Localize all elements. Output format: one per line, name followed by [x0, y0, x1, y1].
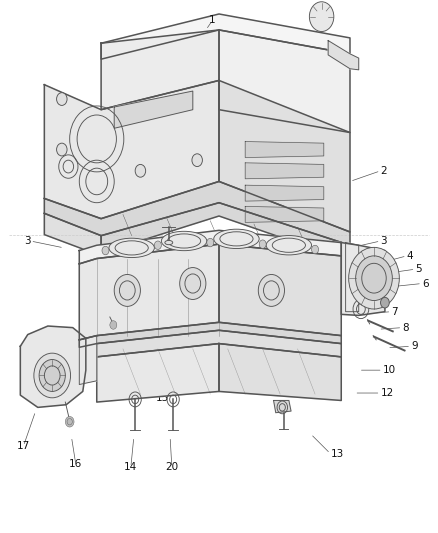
Text: 17: 17 [17, 441, 30, 451]
Circle shape [102, 246, 109, 255]
Text: 1: 1 [209, 15, 216, 26]
Circle shape [67, 418, 72, 425]
Text: 14: 14 [124, 463, 138, 472]
Ellipse shape [165, 240, 173, 245]
Polygon shape [114, 91, 193, 128]
Circle shape [207, 238, 214, 247]
Polygon shape [97, 344, 219, 402]
Text: 21: 21 [152, 279, 166, 288]
Polygon shape [245, 163, 324, 179]
Ellipse shape [266, 236, 311, 255]
Polygon shape [219, 80, 350, 232]
Text: 6: 6 [422, 279, 429, 288]
Circle shape [258, 274, 285, 306]
Text: 3: 3 [24, 236, 30, 246]
Circle shape [180, 268, 206, 300]
Circle shape [65, 416, 74, 427]
Text: 8: 8 [403, 322, 409, 333]
Polygon shape [97, 330, 341, 357]
Polygon shape [79, 230, 341, 264]
Text: 7: 7 [392, 306, 398, 317]
Text: 3: 3 [381, 236, 387, 246]
Text: 15: 15 [155, 393, 169, 403]
Text: 20: 20 [165, 463, 178, 472]
Circle shape [39, 360, 65, 391]
Polygon shape [44, 213, 101, 256]
Polygon shape [245, 206, 324, 222]
Ellipse shape [214, 229, 259, 248]
Text: 4: 4 [407, 251, 413, 261]
Text: 9: 9 [411, 341, 418, 351]
Circle shape [349, 247, 399, 309]
Circle shape [309, 2, 334, 31]
Text: 5: 5 [416, 264, 422, 274]
Polygon shape [274, 400, 291, 413]
Circle shape [381, 297, 389, 308]
Ellipse shape [109, 238, 154, 257]
Circle shape [135, 165, 146, 177]
Polygon shape [101, 203, 350, 261]
Circle shape [311, 245, 318, 254]
Circle shape [57, 143, 67, 156]
Polygon shape [101, 30, 219, 110]
Polygon shape [328, 41, 359, 70]
Polygon shape [341, 243, 385, 316]
Polygon shape [219, 30, 350, 133]
Polygon shape [219, 344, 341, 400]
Polygon shape [79, 336, 97, 384]
Polygon shape [219, 244, 341, 336]
Polygon shape [79, 322, 341, 348]
Text: 13: 13 [330, 449, 343, 458]
Polygon shape [245, 185, 324, 201]
Circle shape [154, 241, 161, 249]
Circle shape [34, 353, 71, 398]
Polygon shape [79, 244, 219, 340]
Circle shape [356, 256, 392, 301]
Polygon shape [44, 181, 350, 245]
Polygon shape [20, 326, 86, 407]
Text: 2: 2 [381, 166, 387, 176]
Text: 10: 10 [383, 365, 396, 375]
Circle shape [110, 321, 117, 329]
Circle shape [192, 154, 202, 166]
Circle shape [57, 93, 67, 106]
Text: 11: 11 [252, 357, 265, 367]
Polygon shape [101, 14, 350, 59]
Text: 18: 18 [41, 399, 54, 409]
Text: 19: 19 [112, 321, 125, 331]
Polygon shape [44, 80, 219, 219]
Ellipse shape [161, 231, 207, 251]
Circle shape [259, 240, 266, 248]
Polygon shape [346, 243, 359, 312]
Circle shape [114, 274, 141, 306]
Polygon shape [245, 142, 324, 158]
Text: 16: 16 [69, 459, 82, 469]
Text: 12: 12 [381, 388, 394, 398]
